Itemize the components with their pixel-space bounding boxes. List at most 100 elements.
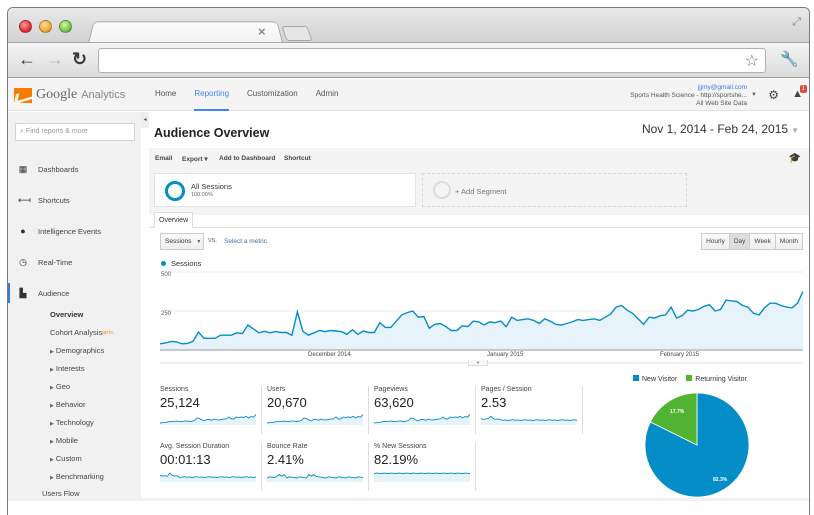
beta-badge: BETA — [102, 330, 114, 335]
nav-reporting[interactable]: Reporting — [185, 79, 238, 111]
gear-icon[interactable]: ⚙ — [768, 88, 779, 102]
sidebar-sub-demographics[interactable]: ▶ Demographics — [50, 345, 104, 357]
pie-label-new: 82.3% — [713, 477, 728, 483]
sidebar-sub-benchmarking[interactable]: ▶ Benchmarking — [50, 471, 104, 483]
search-placeholder: Find reports & more — [25, 128, 88, 135]
scorecard-pageviews[interactable]: Pageviews 63,620 — [374, 386, 474, 438]
scorecard-value: 2.41% — [267, 452, 304, 467]
scorecard-value: 00:01:13 — [160, 452, 211, 467]
scorecard-sessions[interactable]: Sessions 25,124 — [160, 386, 260, 438]
date-range-text: Nov 1, 2014 - Feb 24, 2015 — [641, 122, 789, 136]
chart-resize-handle[interactable]: ▼ — [468, 360, 488, 366]
scorecard-users[interactable]: Users 20,670 — [267, 386, 367, 438]
x-tick-february: February 2015 — [660, 352, 700, 358]
sidebar-item-audience[interactable]: ▙ Audience — [8, 283, 141, 303]
metric-select[interactable]: Sessions ▼ — [160, 233, 204, 250]
sub-label: Custom — [55, 454, 82, 463]
shortcut-button[interactable]: Shortcut — [284, 155, 311, 162]
sidebar-sub-geo[interactable]: ▶ Geo — [50, 381, 70, 393]
sidebar-sub-users-flow[interactable]: Users Flow — [42, 488, 80, 500]
zoom-window-button[interactable] — [59, 20, 72, 33]
sub-label: Technology — [55, 418, 94, 427]
sidebar-sub-behavior[interactable]: ▶ Behavior — [50, 399, 85, 411]
account-caret-icon[interactable]: ▼ — [751, 92, 757, 98]
address-bar[interactable]: ☆ — [98, 48, 766, 73]
scorecard-pages-per-session[interactable]: Pages / Session 2.53 — [481, 386, 581, 438]
search-input[interactable]: ⌕ Find reports & more — [15, 123, 135, 141]
scorecard-label: Pageviews — [374, 386, 408, 393]
divider — [475, 443, 476, 491]
add-segment-button[interactable]: + Add Segment — [422, 173, 687, 207]
tab-divider — [149, 227, 809, 228]
clock-icon: ◷ — [19, 256, 27, 267]
sessions-line-chart[interactable]: Sessions 500 250 December 2014 January 2… — [158, 255, 806, 365]
sub-label: Interests — [55, 364, 85, 373]
expand-triangle-icon: ▶ — [50, 385, 54, 391]
sidebar-item-dashboards[interactable]: ▦ Dashboards — [8, 159, 141, 179]
export-button[interactable]: Export ▾ — [182, 156, 208, 163]
expand-triangle-icon: ▶ — [50, 475, 54, 481]
sub-label: Cohort Analysis — [50, 328, 103, 337]
shortcut-arrow-icon: ⟻ — [18, 194, 31, 205]
visitor-pie-chart[interactable] — [644, 392, 750, 498]
forward-button[interactable]: → — [46, 49, 64, 69]
bookmark-star-icon[interactable]: ☆ — [744, 53, 759, 70]
date-range-picker[interactable]: Nov 1, 2014 - Feb 24, 2015 ▼ — [642, 122, 799, 136]
segment-all-sessions[interactable]: All Sessions 100.00% — [154, 173, 416, 207]
sidebar-item-shortcuts[interactable]: ⟻ Shortcuts — [8, 190, 141, 210]
granularity-week[interactable]: Week — [749, 234, 775, 249]
account-selector[interactable]: jjjmy@gmail.com Sports Health Science - … — [630, 84, 747, 108]
sidebar-sub-custom[interactable]: ▶ Custom — [50, 453, 82, 465]
notification-bell-icon[interactable]: ▲ — [792, 88, 803, 100]
granularity-day[interactable]: Day — [728, 234, 750, 249]
select-metric-link[interactable]: Select a metric — [224, 238, 267, 245]
sidebar-sub-cohort-analysis[interactable]: Cohort AnalysisBETA — [50, 327, 114, 339]
scorecard-label: % New Sessions — [374, 443, 427, 450]
sidebar-sub-overview[interactable]: Overview — [50, 309, 83, 321]
sidebar-item-intelligence-events[interactable]: ● Intelligence Events — [8, 221, 141, 241]
scorecard-avg-session-duration[interactable]: Avg. Session Duration 00:01:13 — [160, 443, 260, 495]
sparkline — [160, 414, 256, 425]
legend-returning-visitor[interactable]: Returning Visitor — [686, 375, 747, 383]
sidebar-sub-mobile[interactable]: ▶ Mobile — [50, 435, 78, 447]
tab-overview[interactable]: Overview — [154, 212, 194, 228]
collapse-sidebar-button[interactable]: ◂ — [141, 112, 149, 128]
sparkline — [481, 415, 577, 425]
nav-customization[interactable]: Customization — [247, 89, 298, 98]
wrench-menu-icon[interactable]: 🔧 — [780, 51, 799, 68]
email-button[interactable]: Email — [155, 155, 173, 162]
logo-analytics-text: Analytics — [81, 89, 126, 101]
pie-label-returning: 17.7% — [670, 409, 685, 415]
legend-new-visitor[interactable]: New Visitor — [633, 375, 677, 383]
nav-admin[interactable]: Admin — [315, 89, 339, 98]
sidebar-sub-technology[interactable]: ▶ Technology — [50, 417, 94, 429]
new-tab-button[interactable] — [281, 26, 313, 41]
sidebar-sub-interests[interactable]: ▶ Interests — [50, 363, 85, 375]
back-button[interactable]: ← — [18, 49, 36, 69]
sub-label: Geo — [55, 382, 71, 391]
scorecard-bounce-rate[interactable]: Bounce Rate 2.41% — [267, 443, 367, 495]
graduation-cap-icon[interactable]: 🎓 — [788, 153, 801, 164]
grid-icon: ▦ — [18, 163, 28, 174]
granularity-hourly[interactable]: Hourly — [702, 234, 729, 249]
browser-tab[interactable] — [88, 21, 283, 43]
divider — [261, 443, 262, 491]
scorecard-value: 82.19% — [374, 452, 419, 467]
fullscreen-icon[interactable]: ⤢ — [792, 16, 801, 28]
search-icon: ⌕ — [20, 128, 24, 135]
chart-legend: Sessions — [161, 259, 201, 268]
scorecard-label: Pages / Session — [481, 386, 532, 393]
nav-home[interactable]: Home — [155, 89, 177, 98]
minimize-window-button[interactable] — [39, 20, 52, 33]
close-window-button[interactable] — [19, 20, 32, 33]
sub-label: Demographics — [55, 346, 105, 355]
add-to-dashboard-button[interactable]: Add to Dashboard — [219, 155, 276, 162]
ga-logo[interactable]: Google Analytics — [14, 87, 125, 103]
sidebar-item-real-time[interactable]: ◷ Real-Time — [8, 252, 141, 272]
scorecard-new-sessions[interactable]: % New Sessions 82.19% — [374, 443, 474, 495]
chevron-down-icon: ▼ — [196, 239, 202, 245]
people-icon: ▙ — [19, 287, 27, 298]
close-tab-icon[interactable]: × — [258, 24, 266, 39]
granularity-month[interactable]: Month — [774, 234, 802, 249]
reload-button[interactable]: ↻ — [72, 49, 88, 69]
